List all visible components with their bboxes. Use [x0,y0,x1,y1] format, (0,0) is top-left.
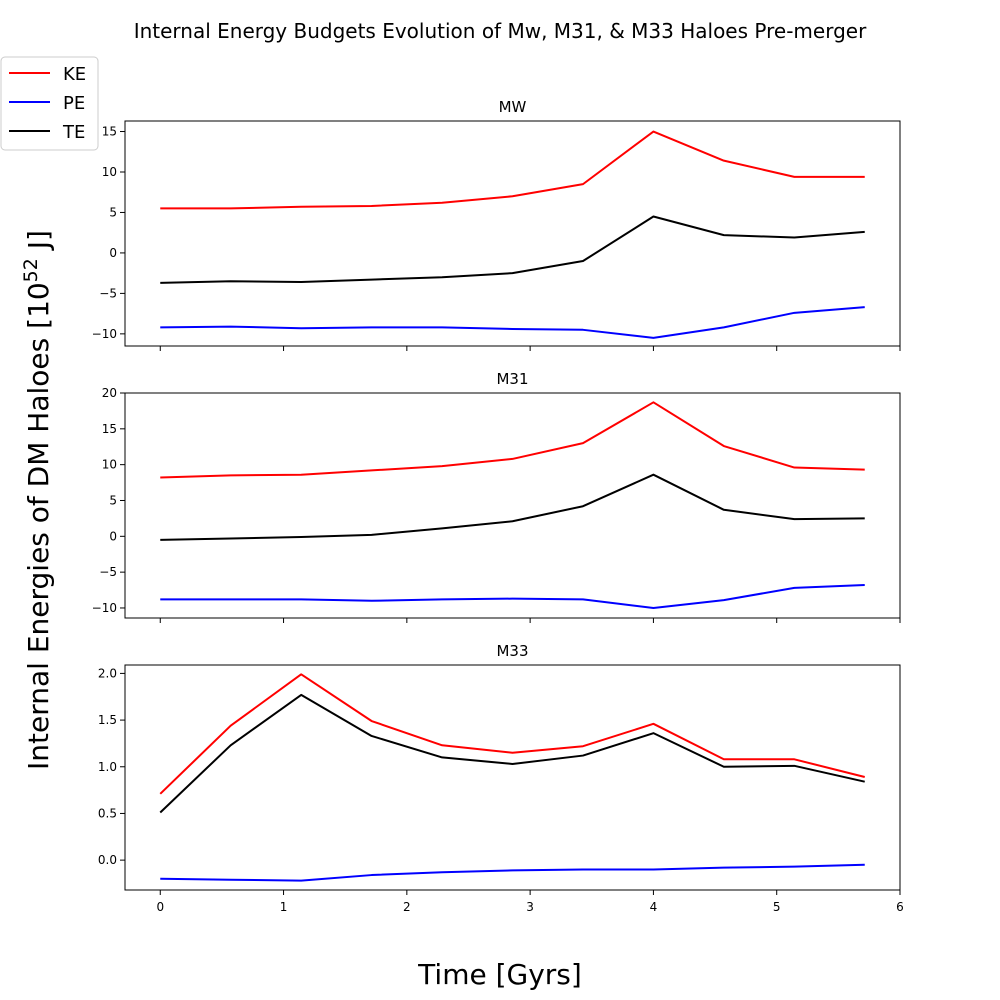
panels-group: MW −10 −5 0 5 10 15 M31 −10 −5 0 5 10 15 20 M33 0 1 2 3 4 5 6 0… [92,98,904,914]
panel-mw: MW −10 −5 0 5 10 15 [92,98,901,351]
panel-title-mw: MW [499,98,527,116]
series-line-m31-ke [160,401,865,479]
series-line-m31-te [160,473,865,541]
legend-label-pe: PE [63,93,85,114]
y-tick-label-m33-3: 1.5 [98,713,117,727]
y-tick-label-m31-5: 15 [102,422,117,436]
plot-frame-m31 [124,392,901,619]
x-axis-label: Time [Gyrs] [417,958,582,991]
x-tick-label-6: 6 [896,900,904,914]
series-line-m31-pe [160,584,865,609]
y-tick-label-m33-0: 0.0 [98,853,117,867]
y-tick-label-m31-0: −10 [92,601,117,615]
legend-label-te: TE [62,122,85,143]
y-tick-label-mw-5: 15 [102,125,117,139]
y-tick-label-m31-2: 0 [109,529,117,543]
x-tick-label-1: 1 [280,900,288,914]
y-tick-label-m33-4: 2.0 [98,666,117,680]
y-tick-label-m33-2: 1.0 [98,760,117,774]
y-axis-label-base: Internal Energies of DM Haloes [10 [22,282,55,770]
x-tick-label-2: 2 [403,900,411,914]
figure-title: Internal Energy Budgets Evolution of Mw,… [134,19,867,43]
plot-frame-mw [124,120,901,347]
panel-title-m33: M33 [496,642,528,660]
plot-frame-m33 [124,664,901,891]
x-tick-label-0: 0 [156,900,164,914]
y-tick-label-mw-4: 10 [102,165,117,179]
x-tick-label-4: 4 [650,900,658,914]
series-line-mw-ke [160,130,865,210]
panel-m33: M33 0 1 2 3 4 5 6 0.0 0.5 1.0 1.5 2.0 [98,642,904,914]
y-axis-label-unit: J] [22,230,55,258]
y-tick-label-m31-4: 10 [102,458,117,472]
series-line-mw-pe [160,306,865,339]
series-line-m33-te [159,693,865,814]
y-tick-label-m31-3: 5 [109,493,117,507]
y-tick-label-mw-0: −10 [92,327,117,341]
y-tick-label-m31-1: −5 [99,565,117,579]
panel-title-m31: M31 [496,370,528,388]
series-line-m33-ke [159,673,865,795]
panel-m31: M31 −10 −5 0 5 10 15 20 [92,370,901,623]
y-axis-label: Internal Energies of DM Haloes [1052 J] [20,230,55,770]
y-axis-label-exponent: 52 [20,258,42,282]
legend-box [0,56,99,151]
series-line-m33-pe [160,863,865,882]
x-tick-label-5: 5 [773,900,781,914]
y-tick-label-m31-6: 20 [102,386,117,400]
y-tick-label-mw-3: 5 [109,205,117,219]
y-tick-label-mw-2: 0 [109,246,117,260]
y-tick-label-m33-1: 0.5 [98,806,117,820]
y-tick-label-mw-1: −5 [99,286,117,300]
legend: KE PE TE [0,56,99,151]
legend-label-ke: KE [63,64,86,85]
series-line-mw-te [160,215,865,284]
x-tick-label-3: 3 [526,900,534,914]
